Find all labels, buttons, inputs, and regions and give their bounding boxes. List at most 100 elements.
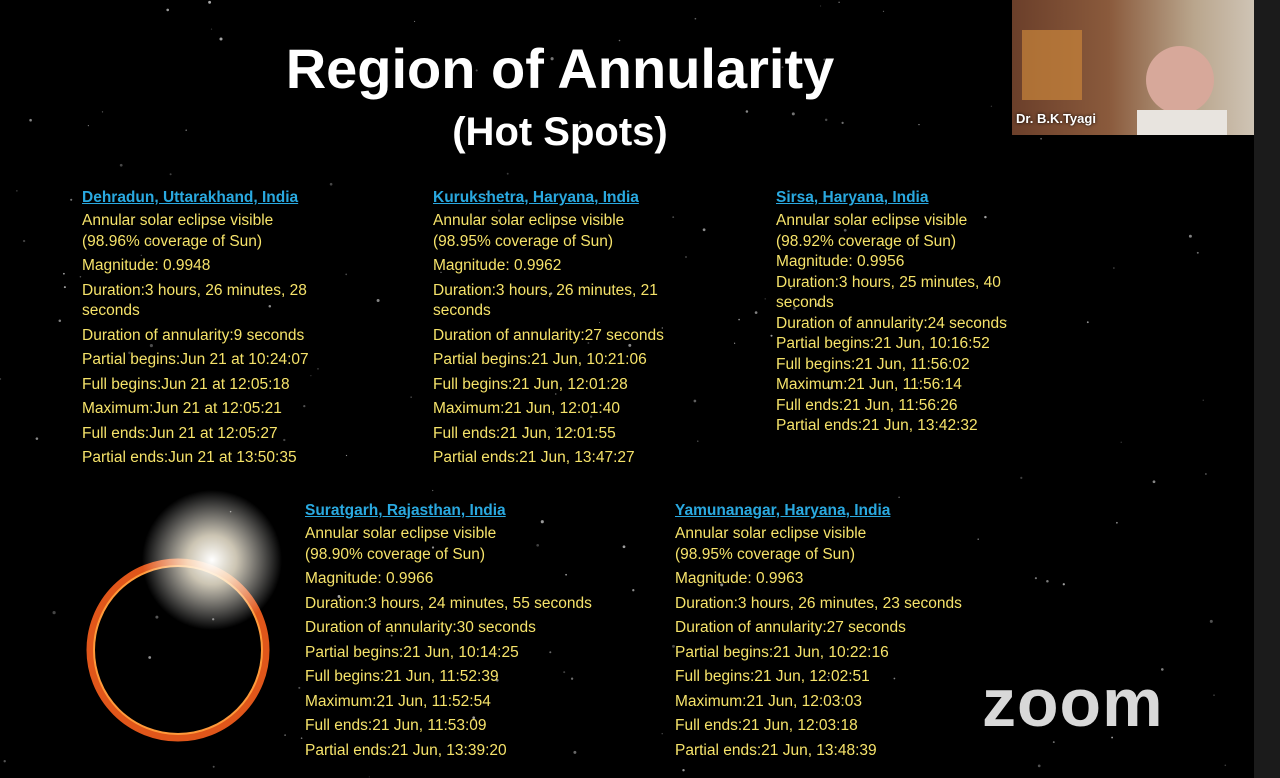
star bbox=[329, 182, 333, 186]
location-block: Dehradun, Uttarakhand, India Annular sola… bbox=[82, 188, 340, 473]
video-tile[interactable]: Dr. B.K.Tyagi bbox=[1012, 0, 1254, 135]
location-block: Yamunanagar, Haryana, India Annular solar… bbox=[675, 501, 1005, 765]
eclipse-detail: Partial begins:21 Jun, 10:21:06 bbox=[433, 351, 647, 368]
eclipse-detail: Magnitude: 0.9948 bbox=[82, 257, 211, 274]
star bbox=[345, 273, 348, 276]
star bbox=[1152, 480, 1156, 484]
star bbox=[366, 95, 369, 97]
star bbox=[63, 272, 65, 275]
star bbox=[317, 368, 319, 370]
eclipse-detail: Magnitude: 0.9962 bbox=[433, 257, 562, 274]
eclipse-detail: Maximum:21 Jun, 11:52:54 bbox=[305, 692, 491, 710]
star bbox=[672, 216, 675, 218]
star bbox=[1086, 321, 1089, 324]
location-block: Sirsa, Haryana, India Annular solar eclip… bbox=[776, 188, 1040, 437]
star bbox=[661, 733, 663, 735]
star bbox=[682, 769, 685, 772]
eclipse-detail: Annular solar eclipse visible bbox=[675, 525, 867, 542]
star bbox=[133, 385, 136, 388]
star bbox=[432, 489, 434, 492]
star bbox=[1037, 764, 1041, 768]
star bbox=[984, 215, 987, 219]
star bbox=[368, 776, 370, 778]
star bbox=[149, 344, 153, 348]
eclipse-detail: Full ends:21 Jun, 12:01:55 bbox=[433, 424, 616, 442]
star bbox=[882, 10, 885, 13]
star bbox=[589, 415, 593, 418]
star bbox=[570, 429, 574, 432]
eclipse-detail: Duration of annularity:27 seconds bbox=[675, 619, 906, 636]
star bbox=[333, 743, 336, 745]
star bbox=[101, 111, 104, 113]
star bbox=[789, 287, 792, 290]
star bbox=[1046, 580, 1049, 583]
star bbox=[549, 651, 552, 654]
location-name: Dehradun, Uttarakhand, India bbox=[82, 189, 299, 206]
star bbox=[22, 239, 26, 243]
star bbox=[536, 543, 540, 547]
eclipse-detail: Magnitude: 0.9956 bbox=[776, 253, 905, 270]
slide-title: Region of Annularity bbox=[285, 37, 835, 100]
star bbox=[1111, 736, 1114, 739]
eclipse-detail: Partial begins:21 Jun, 10:16:52 bbox=[776, 335, 990, 352]
star bbox=[540, 520, 544, 524]
location-name: Yamunanagar, Haryana, India bbox=[675, 502, 891, 519]
star bbox=[828, 386, 832, 390]
star bbox=[573, 750, 577, 754]
location-block: Suratgarh, Rajasthan, India Annular solar… bbox=[305, 501, 635, 765]
star bbox=[1020, 476, 1023, 479]
star bbox=[823, 679, 826, 681]
star bbox=[685, 256, 687, 258]
star bbox=[425, 80, 428, 83]
star bbox=[1052, 741, 1055, 744]
star bbox=[284, 734, 286, 736]
star bbox=[52, 611, 56, 615]
eclipse-detail: Duration:3 hours, 25 minutes, 40 seconds bbox=[776, 273, 1001, 312]
eclipse-detail: Partial begins:21 Jun, 10:22:16 bbox=[675, 643, 889, 661]
slide-subtitle: (Hot Spots) bbox=[452, 110, 668, 154]
eclipse-detail: Full ends:21 Jun, 11:56:26 bbox=[776, 396, 958, 414]
star bbox=[497, 209, 501, 212]
eclipse-detail: Partial begins:21 Jun, 10:14:25 bbox=[305, 643, 519, 661]
participant-image bbox=[1022, 30, 1227, 135]
location-block: Kurukshetra, Haryana, India Annular solar… bbox=[433, 188, 695, 473]
star bbox=[431, 546, 435, 549]
star bbox=[1205, 473, 1207, 475]
star bbox=[798, 508, 800, 511]
star bbox=[908, 248, 910, 250]
star bbox=[606, 194, 609, 196]
eclipse-detail: Maximum:21 Jun, 12:03:03 bbox=[675, 692, 862, 710]
star bbox=[1034, 577, 1037, 580]
star bbox=[1120, 441, 1122, 443]
eclipse-detail: Full begins:21 Jun, 12:02:51 bbox=[675, 668, 870, 685]
star bbox=[381, 705, 385, 708]
slide-background bbox=[0, 0, 1229, 778]
eclipse-detail: Full begins:21 Jun, 11:52:39 bbox=[305, 668, 499, 685]
eclipse-detail: Annular solar eclipse visible bbox=[82, 212, 274, 229]
star bbox=[898, 496, 900, 499]
star bbox=[149, 240, 152, 243]
star bbox=[29, 118, 32, 122]
star bbox=[119, 163, 123, 167]
stars bbox=[0, 0, 1229, 778]
eclipse-detail: Partial ends:Jun 21 at 13:50:35 bbox=[82, 449, 297, 466]
star bbox=[693, 399, 697, 403]
eclipse-detail: Full begins:Jun 21 at 12:05:18 bbox=[82, 375, 290, 393]
star bbox=[300, 737, 303, 739]
star bbox=[414, 20, 416, 22]
star bbox=[498, 220, 500, 222]
star bbox=[140, 254, 142, 256]
star bbox=[1062, 583, 1065, 586]
star bbox=[303, 404, 306, 408]
star bbox=[337, 595, 341, 598]
eclipse-detail: (98.90% coverage of Sun) bbox=[305, 545, 486, 563]
eclipse-detail: Duration of annularity:27 seconds bbox=[433, 326, 664, 344]
star bbox=[1005, 320, 1008, 322]
star bbox=[440, 271, 442, 273]
star bbox=[672, 644, 675, 648]
eclipse-glow bbox=[142, 490, 282, 630]
star bbox=[824, 118, 828, 122]
side-panel bbox=[1254, 0, 1280, 778]
eclipse-detail: Magnitude: 0.9963 bbox=[675, 570, 804, 587]
